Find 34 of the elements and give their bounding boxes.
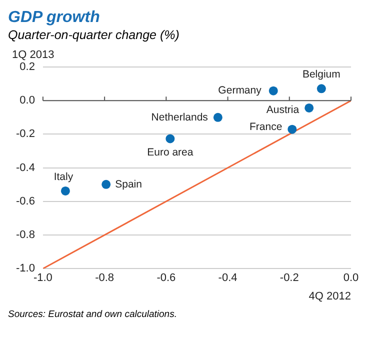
annotation: Germany (218, 84, 262, 97)
source-note: Sources: Eurostat and own calculations. (8, 309, 178, 320)
annotation: Netherlands (151, 111, 208, 124)
y-tick-label: -0.4 (16, 162, 35, 174)
x-tick-label: 0.0 (343, 272, 359, 284)
point (213, 112, 222, 122)
point (288, 124, 297, 134)
chart-subtitle: Quarter-on-quarter change (%) (8, 27, 180, 43)
y-tick-label: -0.2 (16, 128, 35, 140)
y-tick-label: 0.0 (20, 94, 35, 107)
point (166, 134, 175, 144)
annotation: Spain (115, 178, 142, 190)
y-tick-label: -0.8 (16, 229, 35, 242)
chart-title: GDP growth (8, 8, 101, 27)
point (316, 84, 326, 94)
y-tick-label: -0.6 (16, 195, 35, 208)
point (268, 86, 278, 96)
x-tick-label: -1.0 (33, 272, 52, 284)
y-tick-label: -1.0 (16, 262, 35, 275)
x-tick-label: -0.6 (156, 272, 176, 284)
annotation: Euro area (147, 146, 194, 159)
x-axis-title: 4Q 2012 (308, 290, 351, 302)
y-axis-title: 1Q 2013 (12, 49, 54, 62)
point (304, 103, 314, 112)
point (60, 186, 70, 196)
x-tick-label: -0.2 (280, 272, 299, 284)
x-tick-label: -0.8 (95, 272, 114, 284)
point (102, 180, 111, 189)
annotation: France (249, 121, 282, 134)
annotation: Belgium (302, 68, 341, 81)
annotation: Austria (266, 104, 300, 116)
x-tick-label: -0.4 (218, 272, 238, 284)
y-tick-label: 0.2 (20, 61, 35, 74)
annotation: Italy (54, 170, 74, 183)
